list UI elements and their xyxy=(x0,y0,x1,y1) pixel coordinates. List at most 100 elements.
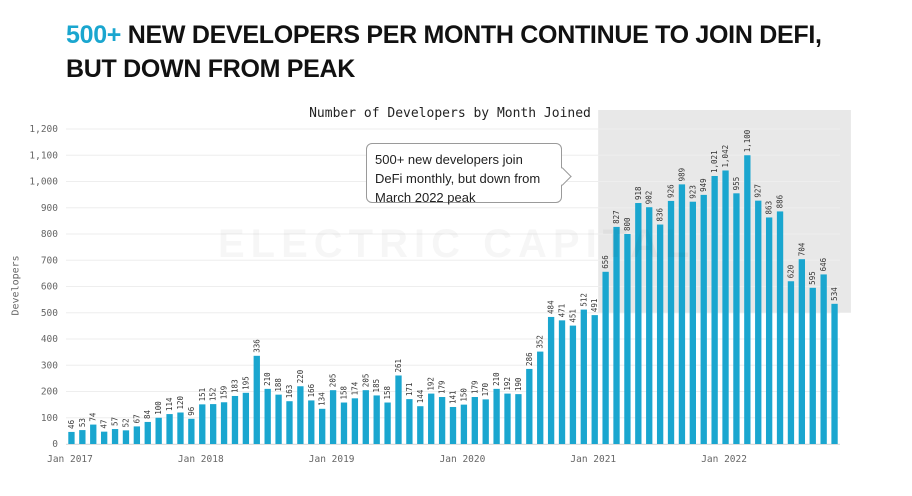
y-tick-label: 100 xyxy=(41,413,58,424)
bar xyxy=(362,390,369,444)
y-tick-label: 1,000 xyxy=(29,177,58,188)
bar xyxy=(547,316,555,444)
bar xyxy=(526,368,533,444)
data-label: 646 xyxy=(819,257,828,271)
bar xyxy=(711,175,718,445)
data-label: 171 xyxy=(405,383,414,397)
bar xyxy=(242,392,250,444)
bar xyxy=(613,226,620,444)
data-label: 120 xyxy=(176,395,185,409)
headline: 500+ NEW DEVELOPERS PER MONTH CONTINUE T… xyxy=(66,18,822,86)
data-label: 923 xyxy=(688,185,697,199)
bar xyxy=(68,431,75,444)
data-label: 183 xyxy=(230,379,239,393)
bar xyxy=(144,421,151,444)
headline-line-2: BUT DOWN FROM PEAK xyxy=(66,55,356,83)
data-label: 52 xyxy=(121,418,130,427)
y-tick-label: 1,100 xyxy=(29,150,58,161)
data-label: 918 xyxy=(634,186,643,200)
bar xyxy=(406,399,413,444)
data-label: 195 xyxy=(241,376,250,390)
data-label: 491 xyxy=(590,299,599,313)
bar xyxy=(417,406,424,444)
data-label: 902 xyxy=(645,191,654,205)
data-label: 836 xyxy=(656,208,665,222)
bar xyxy=(722,170,729,444)
bar xyxy=(776,211,784,444)
bar xyxy=(646,207,653,444)
data-label: 192 xyxy=(503,377,512,391)
bar xyxy=(90,424,97,444)
bar xyxy=(569,325,577,444)
bar xyxy=(624,234,631,444)
bar xyxy=(471,397,478,444)
bar xyxy=(428,393,435,444)
data-label: 46 xyxy=(67,419,76,429)
bar xyxy=(297,386,304,444)
x-tick-label: Jan 2022 xyxy=(701,454,747,465)
x-tick-label: Jan 2018 xyxy=(178,454,224,465)
y-tick-label: 0 xyxy=(52,439,58,450)
data-label: 84 xyxy=(143,409,152,419)
data-label: 67 xyxy=(132,414,141,423)
bar xyxy=(493,388,500,444)
data-label: 150 xyxy=(459,388,468,402)
data-label: 1,042 xyxy=(721,145,730,168)
data-label: 163 xyxy=(285,385,294,399)
bar xyxy=(122,430,130,444)
data-label: 159 xyxy=(220,386,229,400)
bar xyxy=(460,404,468,444)
data-label: 595 xyxy=(808,271,817,285)
data-label: 210 xyxy=(263,372,272,386)
data-label: 47 xyxy=(100,420,109,429)
y-tick-label: 500 xyxy=(41,308,58,319)
bar xyxy=(177,412,184,444)
data-label: 484 xyxy=(547,300,556,314)
data-label: 210 xyxy=(492,372,501,386)
bar xyxy=(199,404,206,444)
bar xyxy=(166,414,173,444)
data-label: 205 xyxy=(361,374,370,388)
data-label: 174 xyxy=(350,381,359,395)
headline-line-1-rest: NEW DEVELOPERS PER MONTH CONTINUE TO JOI… xyxy=(121,21,822,49)
data-label: 152 xyxy=(209,388,218,402)
data-label: 1,100 xyxy=(743,129,752,152)
y-tick-label: 800 xyxy=(41,229,58,240)
data-label: 190 xyxy=(514,377,523,391)
bar xyxy=(656,224,664,444)
chart-title: Number of Developers by Month Joined xyxy=(309,106,591,121)
data-label: 827 xyxy=(612,210,621,224)
bar xyxy=(253,355,260,444)
data-label: 1,021 xyxy=(710,150,719,173)
data-label: 205 xyxy=(329,374,338,388)
data-label: 166 xyxy=(307,383,316,397)
bar xyxy=(580,309,587,444)
data-label: 863 xyxy=(765,201,774,215)
watermark: ELECTRIC CAPITAL xyxy=(218,222,695,267)
bar xyxy=(351,398,359,444)
data-label: 144 xyxy=(416,389,425,403)
bar xyxy=(79,430,86,444)
bar xyxy=(733,193,740,444)
bar xyxy=(449,406,457,444)
bar xyxy=(373,395,380,444)
bar xyxy=(220,402,228,444)
data-label: 286 xyxy=(525,352,534,366)
data-label: 179 xyxy=(438,380,447,394)
data-label: 53 xyxy=(78,418,87,427)
data-label: 512 xyxy=(579,293,588,307)
data-label: 704 xyxy=(797,242,806,256)
bar xyxy=(700,194,707,444)
bar xyxy=(689,201,696,444)
y-tick-label: 200 xyxy=(41,387,58,398)
data-label: 949 xyxy=(699,178,708,192)
bar xyxy=(100,431,108,444)
bar xyxy=(340,402,348,444)
data-label: 188 xyxy=(274,378,283,392)
bar xyxy=(264,388,271,444)
bar xyxy=(395,375,402,444)
data-label: 656 xyxy=(601,255,610,269)
data-label: 886 xyxy=(776,194,785,208)
bar xyxy=(755,200,762,444)
